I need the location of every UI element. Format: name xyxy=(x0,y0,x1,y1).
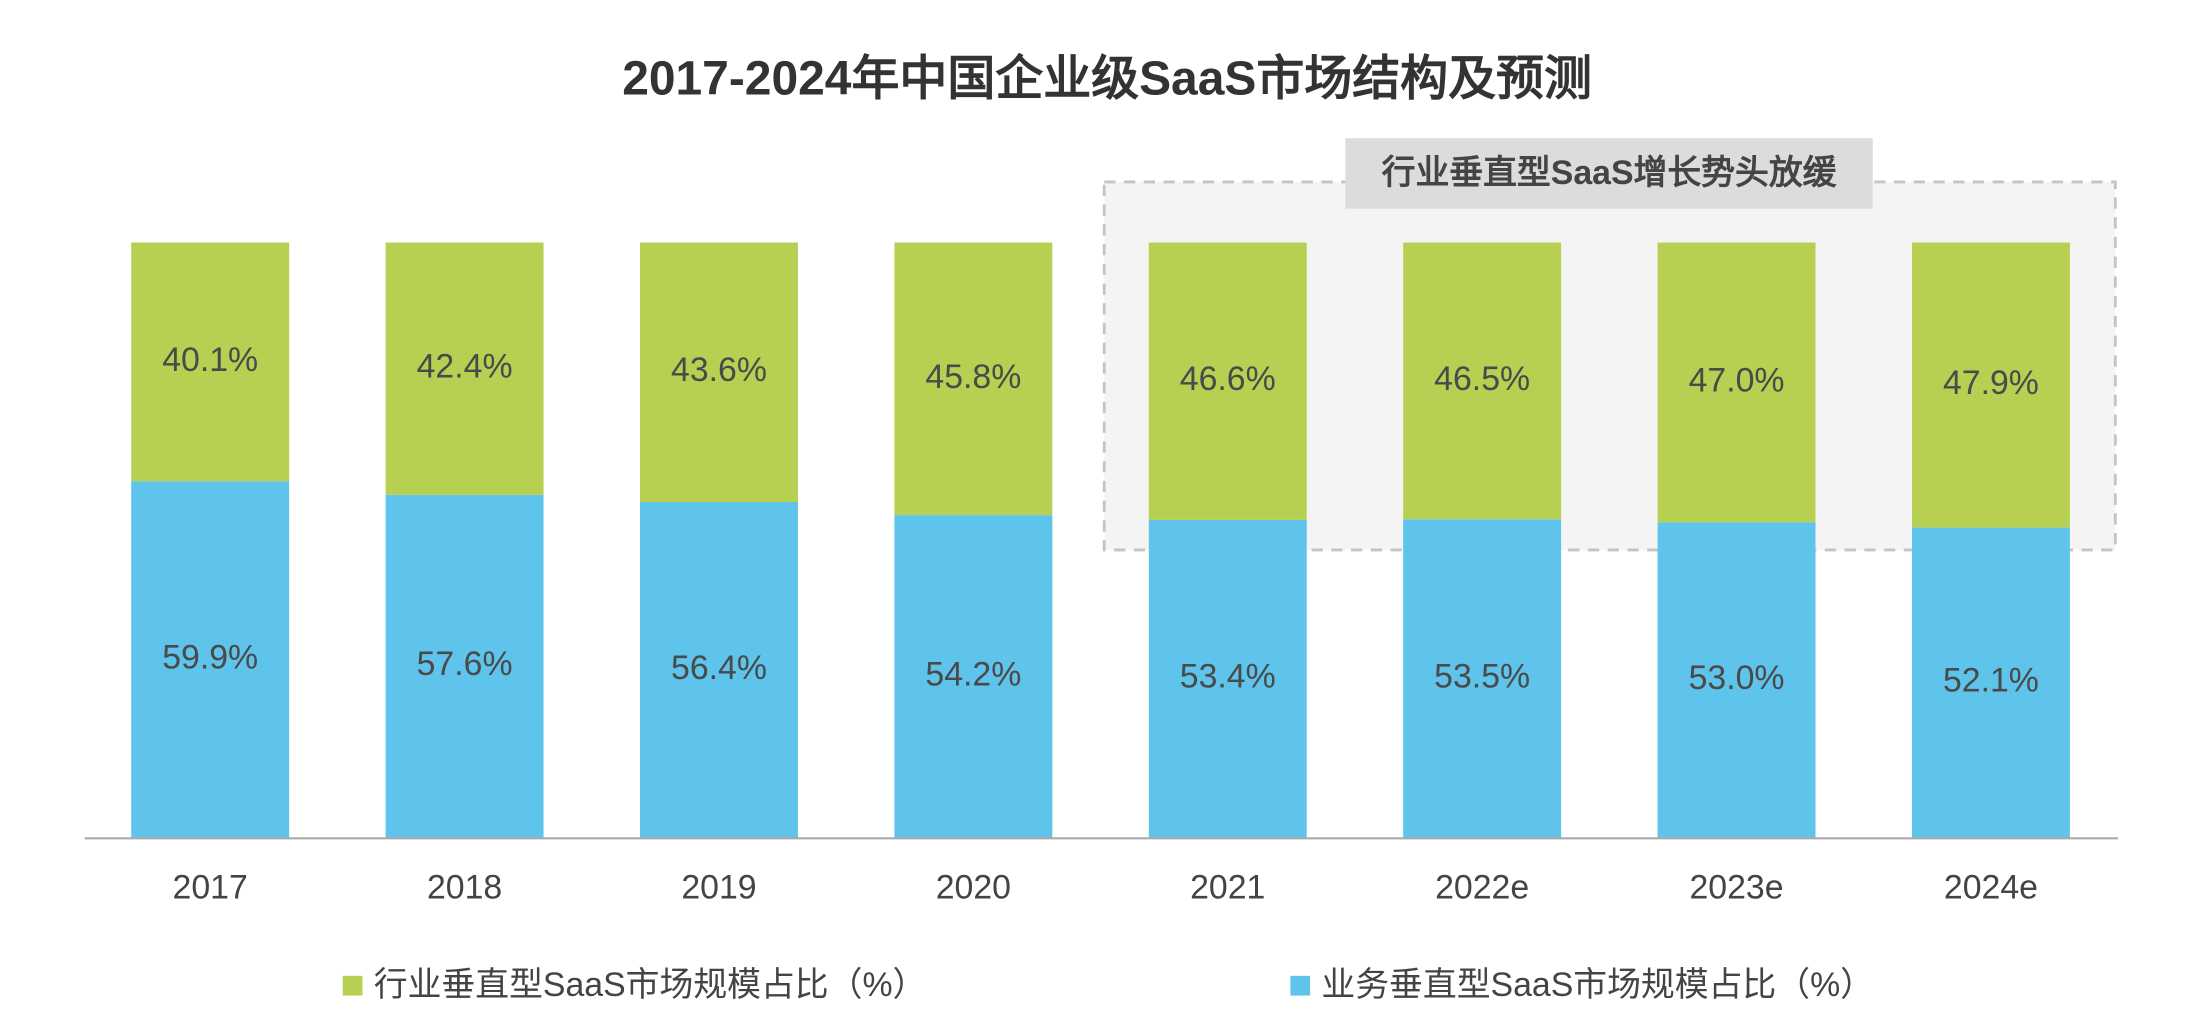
x-tick-label: 2017 xyxy=(173,869,248,907)
bar-segment xyxy=(640,242,798,503)
data-label: 53.0% xyxy=(1689,659,1785,697)
x-tick-label: 2024e xyxy=(1944,869,2038,907)
annotation: 行业垂直型SaaS增长势头放缓 xyxy=(1382,154,1838,192)
bar-segment xyxy=(640,502,798,838)
data-label: 45.8% xyxy=(925,358,1021,396)
legend-label: 业务垂直型SaaS市场规模占比（%） xyxy=(1321,966,1874,1004)
x-tick-label: 2022e xyxy=(1435,869,1529,907)
bar-segment xyxy=(894,515,1053,838)
x-tick-label: 2021 xyxy=(1190,869,1265,907)
bar-segment xyxy=(1911,527,2070,838)
data-label: 59.9% xyxy=(162,638,258,676)
data-label: 54.2% xyxy=(925,655,1021,693)
legend-label: 行业垂直型SaaS市场规模占比（%） xyxy=(374,966,927,1004)
bar-segment xyxy=(385,494,544,838)
bar-segment xyxy=(1657,242,1816,523)
bar-segment xyxy=(131,242,290,482)
legend-swatch xyxy=(1290,975,1311,996)
data-label: 47.0% xyxy=(1689,361,1785,399)
data-label: 40.1% xyxy=(162,341,258,379)
bar-segment xyxy=(894,242,1053,516)
bar-segment xyxy=(1148,519,1307,838)
annotation-box xyxy=(1345,138,1873,209)
data-label: 47.9% xyxy=(1943,364,2039,402)
x-tick-label: 2018 xyxy=(427,869,502,907)
data-label: 53.4% xyxy=(1180,658,1276,696)
data-label: 57.6% xyxy=(417,645,513,683)
bar-segment xyxy=(1148,242,1307,520)
bar-segment xyxy=(1403,242,1562,520)
bar-segment xyxy=(1911,242,2070,528)
data-label: 53.5% xyxy=(1434,657,1530,695)
bars: 59.9% 40.1% 57.6% 42.4% 56.4% 43.6% 54.2% 45.8%… xyxy=(131,242,2070,838)
x-tick-label: 2023e xyxy=(1690,869,1784,907)
data-label: 46.6% xyxy=(1180,360,1276,398)
bar-segment xyxy=(385,242,544,495)
legend-swatch xyxy=(342,975,363,996)
data-label: 42.4% xyxy=(417,348,513,386)
bar-segment xyxy=(1657,522,1816,838)
x-tick-label: 2019 xyxy=(681,869,756,907)
data-label: 52.1% xyxy=(1943,662,2039,700)
bar-segment xyxy=(131,481,290,838)
bar-segment xyxy=(1403,519,1562,838)
data-label: 56.4% xyxy=(671,649,767,687)
chart-title: 2017-2024年中国企业级SaaS市场结构及预测 xyxy=(622,52,1592,105)
data-label: 46.5% xyxy=(1434,360,1530,398)
x-tick-label: 2020 xyxy=(936,869,1011,907)
data-label: 43.6% xyxy=(671,351,767,389)
